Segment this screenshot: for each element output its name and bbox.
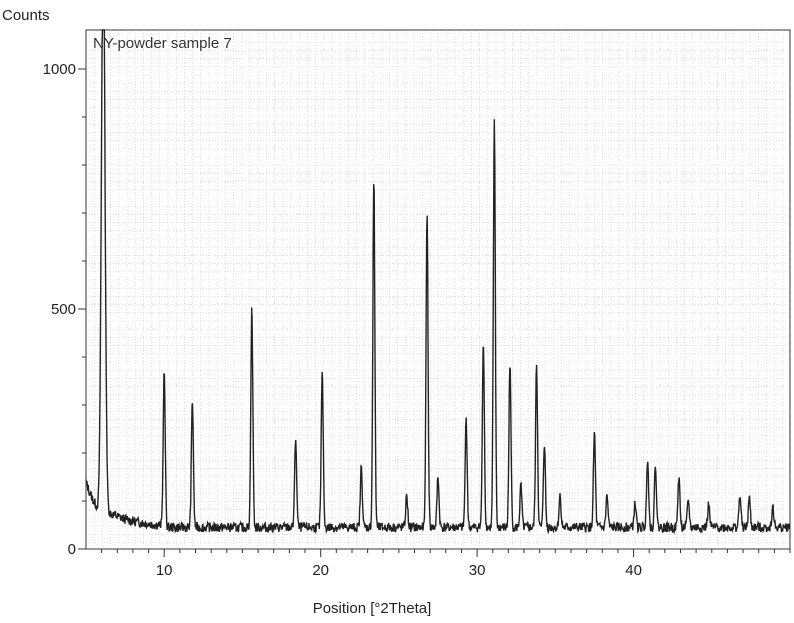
x-tick-label: 40 [625,562,642,579]
x-ticks: 10 20 30 40 [101,549,791,579]
x-tick-label: 30 [469,562,486,579]
trace-group [85,29,791,535]
x-tick-label: 10 [156,562,173,579]
y-tick-label: 0 [68,541,76,558]
y-tick-label: 1000 [43,61,76,78]
x-axis-title: Position [°2Theta] [313,600,432,617]
plot-area [85,29,791,550]
y-ticks: 0 500 1000 [43,61,86,558]
y-axis-title: Counts [2,7,50,24]
diffraction-trace [85,29,791,535]
x-tick-label: 20 [312,562,329,579]
y-tick-label: 500 [51,301,76,318]
sample-label: NY-powder sample 7 [93,35,232,52]
